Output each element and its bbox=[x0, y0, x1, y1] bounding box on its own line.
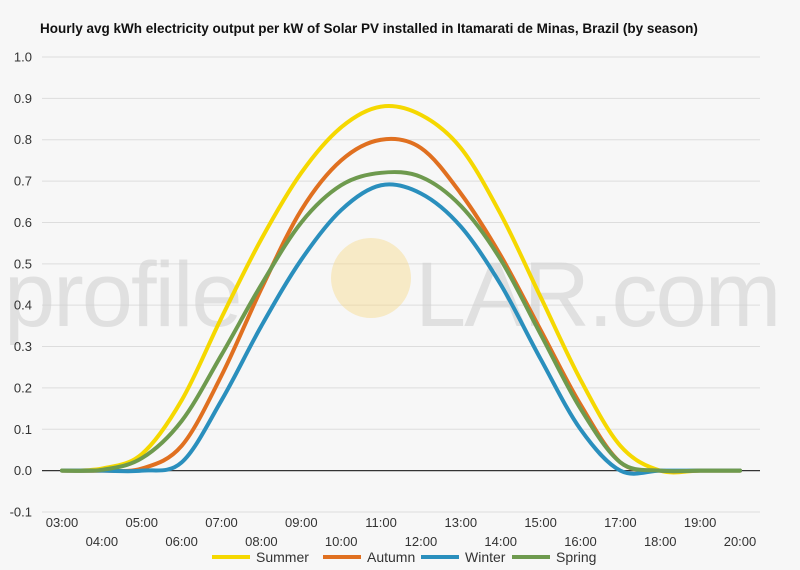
legend-label-spring: Spring bbox=[556, 549, 596, 565]
y-tick-label: 0.7 bbox=[14, 174, 32, 189]
x-tick-label: 18:00 bbox=[644, 534, 677, 549]
x-tick-label: 12:00 bbox=[405, 534, 438, 549]
x-tick-label: 16:00 bbox=[564, 534, 597, 549]
watermark-left: profile bbox=[4, 244, 241, 346]
legend-label-summer: Summer bbox=[256, 549, 309, 565]
x-tick-label: 14:00 bbox=[484, 534, 517, 549]
x-tick-label: 03:00 bbox=[46, 515, 79, 530]
x-tick-label: 10:00 bbox=[325, 534, 358, 549]
y-tick-label: -0.1 bbox=[10, 505, 32, 520]
y-tick-label: 0.5 bbox=[14, 256, 32, 271]
y-tick-label: 0.2 bbox=[14, 380, 32, 395]
x-tick-label: 07:00 bbox=[205, 515, 238, 530]
y-tick-label: 0.4 bbox=[14, 298, 32, 313]
chart-title: Hourly avg kWh electricity output per kW… bbox=[40, 21, 698, 36]
legend: Summer Autumn Winter Spring bbox=[212, 549, 596, 565]
y-tick-label: 0.3 bbox=[14, 339, 32, 354]
x-tick-label: 11:00 bbox=[365, 515, 397, 530]
legend-label-autumn: Autumn bbox=[367, 549, 415, 565]
legend-label-winter: Winter bbox=[465, 549, 506, 565]
y-tick-label: 1.0 bbox=[14, 50, 32, 65]
series-lines bbox=[60, 104, 742, 476]
y-tick-label: 0.1 bbox=[14, 422, 32, 437]
x-tick-label: 13:00 bbox=[445, 515, 478, 530]
x-tick-label: 06:00 bbox=[165, 534, 198, 549]
x-tick-label: 09:00 bbox=[285, 515, 318, 530]
y-tick-label: 0.8 bbox=[14, 132, 32, 147]
x-tick-label: 19:00 bbox=[684, 515, 717, 530]
y-tick-label: 0.0 bbox=[14, 463, 32, 478]
series-line-winter bbox=[60, 182, 742, 476]
x-tick-label: 04:00 bbox=[86, 534, 119, 549]
watermark-right: LAR.com bbox=[415, 244, 779, 346]
x-tick-label: 20:00 bbox=[724, 534, 757, 549]
watermark-sun-icon bbox=[331, 238, 411, 318]
y-tick-label: 0.6 bbox=[14, 215, 32, 230]
x-tick-label: 15:00 bbox=[524, 515, 557, 530]
x-tick-label: 05:00 bbox=[125, 515, 158, 530]
y-tick-label: 0.9 bbox=[14, 91, 32, 106]
series-line-summer bbox=[60, 104, 742, 475]
x-tick-label: 08:00 bbox=[245, 534, 278, 549]
series-line-spring bbox=[60, 170, 742, 474]
x-tick-label: 17:00 bbox=[604, 515, 637, 530]
watermark: profile LAR.com bbox=[4, 238, 781, 346]
